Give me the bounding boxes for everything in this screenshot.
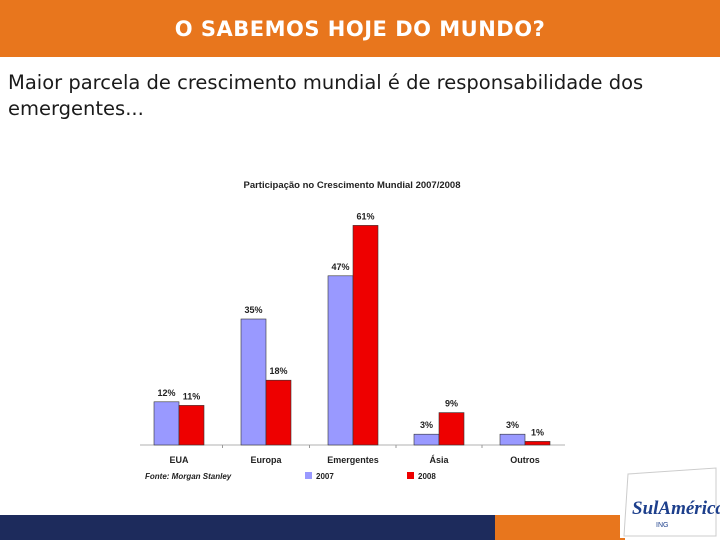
category-label-europa: Europa — [250, 455, 282, 465]
data-label-emergentes-2007: 47% — [331, 262, 349, 272]
bar-emergentes-2007 — [327, 275, 354, 446]
logo-tagline: ING — [656, 522, 669, 529]
footer-bar-navy — [0, 515, 495, 540]
data-label-eua-2008: 11% — [183, 391, 201, 401]
footer-bar-orange — [495, 515, 625, 540]
category-label-outros: Outros — [510, 455, 540, 465]
legend-label-2007: 2007 — [316, 472, 334, 481]
legend-swatch-2007 — [305, 472, 312, 479]
bar-europa-2008 — [265, 379, 292, 446]
bar-outros-2008 — [524, 441, 551, 446]
bar-emergentes-2008 — [352, 225, 379, 446]
slide-subtitle: Maior parcela de crescimento mundial é d… — [8, 71, 644, 120]
category-label-emergentes: Emergentes — [327, 455, 379, 465]
bars-group: 12% 11% EUA 35% 18% Europa 47% 61% Emergentes 3% 9… — [153, 211, 551, 465]
bar-ásia-2007 — [413, 433, 440, 446]
data-label-europa-2007: 35% — [244, 305, 262, 315]
legend-swatch-2008 — [407, 472, 414, 479]
legend: 2007 2008 — [305, 472, 436, 481]
data-label-europa-2008: 18% — [269, 366, 287, 376]
title-bar: O SABEMOS HOJE DO MUNDO? — [0, 0, 720, 57]
legend-label-2008: 2008 — [418, 472, 436, 481]
category-label-ásia: Ásia — [429, 455, 449, 465]
logo-frame-icon — [623, 467, 717, 537]
bar-europa-2007 — [240, 318, 267, 446]
slide-title: O SABEMOS HOJE DO MUNDO? — [174, 16, 546, 41]
bar-ásia-2008 — [438, 412, 465, 446]
data-label-emergentes-2008: 61% — [356, 211, 374, 221]
data-label-outros-2007: 3% — [506, 420, 519, 430]
bar-outros-2007 — [499, 433, 526, 446]
chart-title: Participação no Crescimento Mundial 2007… — [243, 180, 460, 191]
data-label-eua-2007: 12% — [157, 388, 175, 398]
bar-eua-2008 — [178, 405, 205, 446]
data-label-ásia-2008: 9% — [445, 399, 458, 409]
category-label-eua: EUA — [169, 455, 189, 465]
bar-eua-2007 — [153, 401, 180, 446]
data-label-outros-2008: 1% — [531, 427, 544, 437]
logo-wordmark: SulAmérica — [632, 498, 720, 519]
sulamerica-logo: SulAmérica ING — [620, 466, 720, 538]
source-note: Fonte: Morgan Stanley — [145, 472, 232, 481]
data-label-ásia-2007: 3% — [420, 420, 433, 430]
